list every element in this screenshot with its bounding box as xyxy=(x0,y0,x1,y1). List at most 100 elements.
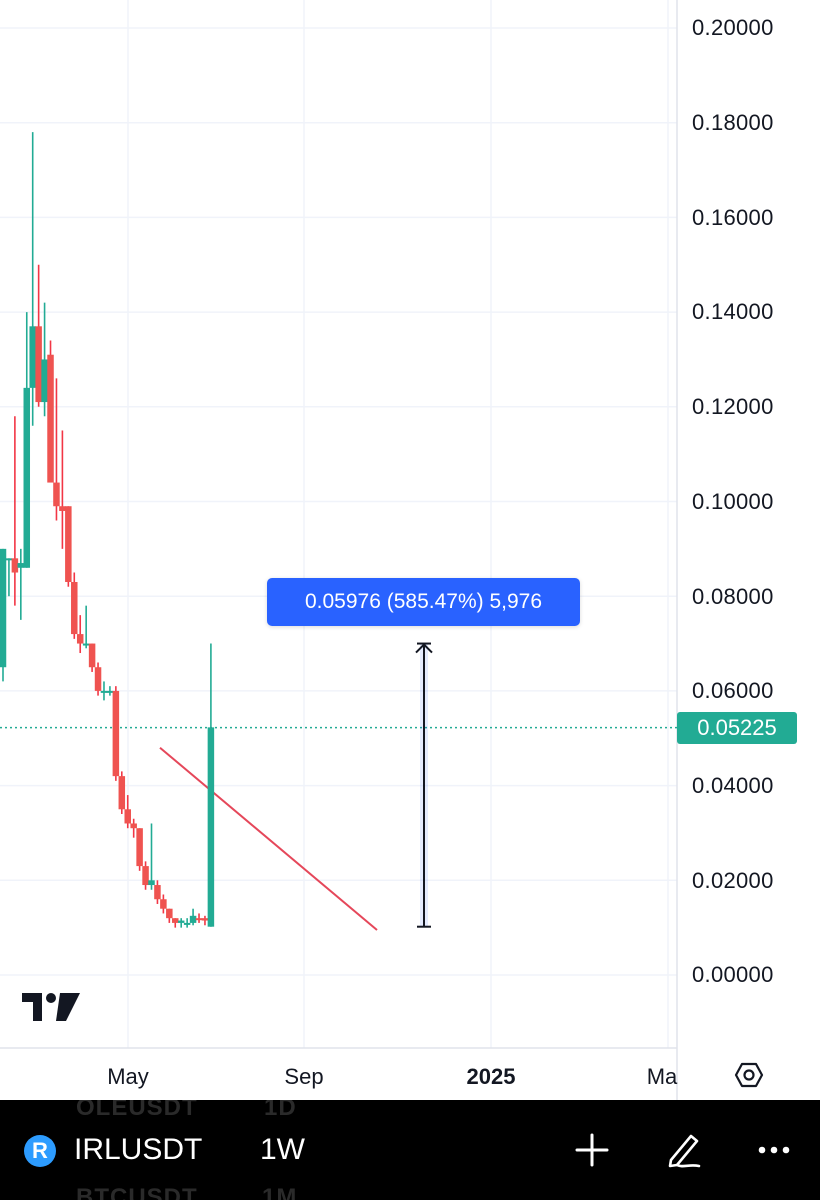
candle-body xyxy=(65,506,72,582)
candle-body xyxy=(189,915,197,923)
candle-body xyxy=(17,563,25,568)
candle xyxy=(76,615,84,654)
candle-body xyxy=(124,809,131,824)
tradingview-logo-icon xyxy=(22,993,80,1021)
time-tick-label: 2025 xyxy=(466,1064,516,1089)
candle-body xyxy=(71,581,78,635)
candle xyxy=(82,605,90,649)
irl-coin-icon[interactable]: R xyxy=(24,1135,56,1167)
candle xyxy=(41,302,48,417)
candle-body xyxy=(88,643,96,668)
candle xyxy=(17,548,25,620)
candle-body xyxy=(0,548,7,668)
more-horizontal-icon[interactable] xyxy=(754,1130,794,1170)
plus-icon[interactable] xyxy=(572,1130,612,1170)
price-tick-label: 0.08000 xyxy=(692,584,774,609)
price-tick-label: 0.02000 xyxy=(692,868,774,893)
candle xyxy=(207,643,215,927)
candle xyxy=(166,908,173,923)
grid-layer xyxy=(0,0,678,1100)
candle-body xyxy=(154,885,161,900)
candle-body xyxy=(166,908,173,919)
candle-body xyxy=(142,866,149,886)
trendline xyxy=(159,746,378,931)
candle-body xyxy=(118,776,126,810)
candle xyxy=(124,795,131,829)
candle xyxy=(172,918,179,928)
ghost-interval-above: 1D xyxy=(264,1100,297,1121)
candle xyxy=(189,908,197,926)
candle-body xyxy=(106,690,114,693)
candle-body xyxy=(100,690,108,693)
measure-label[interactable]: 0.05976 (585.47%) 5,976 xyxy=(267,578,580,626)
candle-body xyxy=(94,667,102,691)
candle-body xyxy=(201,918,209,921)
candle xyxy=(177,918,185,928)
chart-canvas[interactable] xyxy=(0,0,820,1100)
price-tick-label: 0.18000 xyxy=(692,110,774,135)
candle-body xyxy=(29,326,36,388)
candle-body xyxy=(23,387,31,568)
candle xyxy=(148,823,155,890)
candle-body xyxy=(172,918,179,923)
candle xyxy=(71,572,78,639)
price-tick-label: 0.00000 xyxy=(692,962,774,987)
candle-body xyxy=(41,359,48,403)
candle xyxy=(106,686,114,696)
candle xyxy=(11,416,19,606)
candle-body xyxy=(183,922,191,925)
candle xyxy=(47,340,54,483)
candle xyxy=(201,915,209,926)
price-tick-label: 0.06000 xyxy=(692,678,774,703)
candle-body xyxy=(195,918,203,921)
price-tick-label: 0.20000 xyxy=(692,15,774,40)
candle xyxy=(112,686,120,781)
candle xyxy=(142,861,149,890)
candle xyxy=(100,681,108,701)
symbol-selector[interactable]: IRLUSDT xyxy=(74,1133,203,1166)
chart-area[interactable]: 0.20000 0.18000 0.16000 0.14000 0.12000 … xyxy=(0,0,820,1100)
pen-icon[interactable] xyxy=(663,1130,703,1170)
candle xyxy=(53,378,60,521)
candle-body xyxy=(177,920,185,923)
candle-body xyxy=(35,326,42,403)
last-price-badge: 0.05225 xyxy=(677,712,797,744)
price-axis[interactable]: 0.20000 0.18000 0.16000 0.14000 0.12000 … xyxy=(677,0,820,1048)
candle xyxy=(183,918,191,928)
measure-tool-layer xyxy=(415,642,433,928)
candle-body xyxy=(130,823,137,829)
price-tick-label: 0.10000 xyxy=(692,489,774,514)
candle-body xyxy=(136,828,143,867)
candle xyxy=(59,430,66,549)
price-tick-label: 0.04000 xyxy=(692,773,774,798)
candle xyxy=(65,506,72,587)
settings-hexagon-icon[interactable] xyxy=(734,1060,764,1090)
candle-body xyxy=(112,690,120,777)
candle-body xyxy=(160,899,167,909)
time-tick-label: Sep xyxy=(284,1064,324,1089)
candle-body xyxy=(11,558,19,573)
candle xyxy=(154,880,161,904)
interval-selector[interactable]: 1W xyxy=(260,1133,305,1166)
ghost-interval-below: 1M xyxy=(262,1184,298,1200)
ghost-symbol-above: OLEUSDT xyxy=(76,1100,198,1121)
candle-body xyxy=(76,634,84,644)
candle xyxy=(35,264,42,407)
candle xyxy=(88,643,96,672)
bottom-toolbar: OLEUSDT 1D BTCUSDT 1M xyxy=(0,1100,820,1200)
candle-body xyxy=(59,506,66,511)
candle xyxy=(130,818,137,838)
price-tick-label: 0.14000 xyxy=(692,299,774,324)
candle xyxy=(29,132,36,426)
time-tick-label: May xyxy=(107,1064,149,1089)
candle-body xyxy=(82,643,90,646)
ghost-symbol-below: BTCUSDT xyxy=(76,1184,198,1200)
candles-layer xyxy=(0,132,215,928)
candle-body xyxy=(148,880,155,886)
candle xyxy=(5,558,13,597)
trendline-layer xyxy=(159,746,378,931)
candle xyxy=(160,894,167,914)
candle-body xyxy=(207,727,215,927)
candle xyxy=(136,828,143,871)
candle xyxy=(94,662,102,696)
